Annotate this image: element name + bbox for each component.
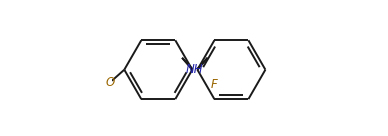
Text: NH: NH (186, 63, 204, 76)
Text: F: F (211, 78, 218, 92)
Text: O: O (105, 76, 114, 89)
